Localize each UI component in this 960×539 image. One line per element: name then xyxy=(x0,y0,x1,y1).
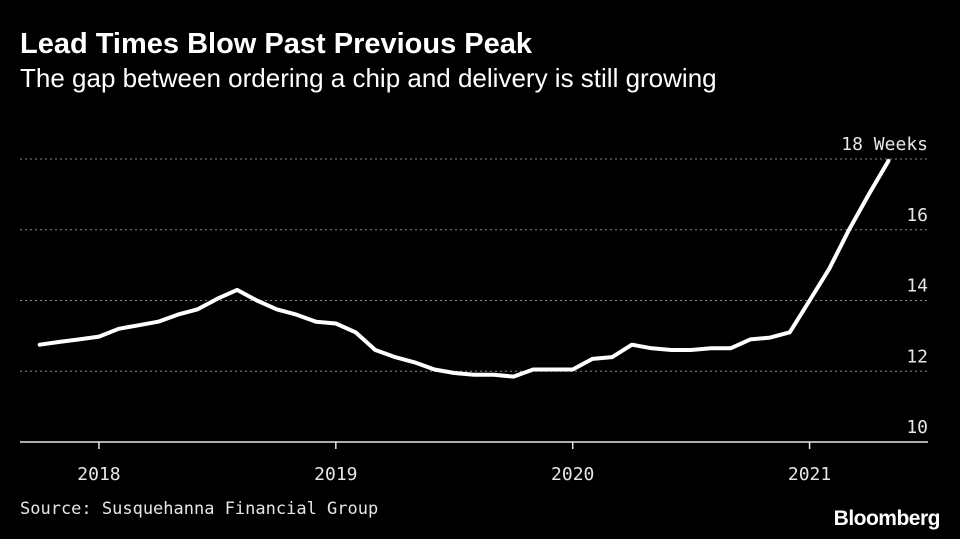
y-tick-label-14: 14 xyxy=(906,276,928,297)
x-axis xyxy=(20,441,928,449)
series-line-0 xyxy=(37,158,891,379)
y-tick-label-18: 18 Weeks xyxy=(841,134,928,155)
data-point xyxy=(176,313,180,317)
data-point xyxy=(77,337,81,341)
data-point xyxy=(887,159,891,163)
data-point xyxy=(334,321,338,325)
y-tick-label-12: 12 xyxy=(906,346,928,367)
chart-subtitle: The gap between ordering a chip and deli… xyxy=(20,63,717,93)
data-point xyxy=(275,307,279,311)
data-point xyxy=(571,367,575,371)
data-point xyxy=(709,346,713,350)
data-point xyxy=(354,330,358,334)
x-tick-label-2019: 2019 xyxy=(314,464,357,485)
axis-labels: 10 12 14 16 18 Weeks 2018 2019 2020 2021 xyxy=(77,134,928,485)
data-point xyxy=(117,327,121,331)
series-points-0 xyxy=(38,159,891,379)
data-point xyxy=(97,335,101,339)
data-point xyxy=(472,373,476,377)
data-point xyxy=(867,192,871,196)
data-point xyxy=(156,320,160,324)
data-point xyxy=(729,346,733,350)
data-point xyxy=(689,348,693,352)
data-point xyxy=(827,267,831,271)
data-point xyxy=(452,371,456,375)
data-point xyxy=(630,343,634,347)
data-point xyxy=(433,367,437,371)
data-point xyxy=(669,348,673,352)
data-point xyxy=(373,348,377,352)
data-point xyxy=(235,288,239,292)
x-tick-label-2018: 2018 xyxy=(77,464,120,485)
data-point xyxy=(136,323,140,327)
x-tick-label-2021: 2021 xyxy=(788,464,831,485)
data-point xyxy=(748,337,752,341)
gridlines xyxy=(20,158,928,372)
data-point xyxy=(808,299,812,303)
x-tick-label-2020: 2020 xyxy=(551,464,594,485)
data-point xyxy=(650,346,654,350)
data-point xyxy=(294,313,298,317)
data-point xyxy=(610,355,614,359)
data-point xyxy=(511,375,515,379)
data-point xyxy=(393,355,397,359)
data-point xyxy=(847,228,851,232)
data-point xyxy=(768,336,772,340)
source-note: Source: Susquehanna Financial Group xyxy=(20,499,379,519)
data-point xyxy=(551,367,555,371)
y-tick-label-16: 16 xyxy=(906,205,928,226)
data-point xyxy=(215,297,219,301)
data-point xyxy=(590,357,594,361)
data-point xyxy=(38,343,42,347)
data-point xyxy=(492,373,496,377)
series xyxy=(37,158,891,379)
bloomberg-logo: Bloomberg xyxy=(833,507,941,530)
data-point xyxy=(788,330,792,334)
data-point xyxy=(531,367,535,371)
chart-title: Lead Times Blow Past Previous Peak xyxy=(20,28,533,60)
data-point xyxy=(57,340,61,344)
data-point xyxy=(314,320,318,324)
y-tick-label-10: 10 xyxy=(906,417,928,438)
data-point xyxy=(255,299,259,303)
data-point xyxy=(413,360,417,364)
data-point xyxy=(196,307,200,311)
